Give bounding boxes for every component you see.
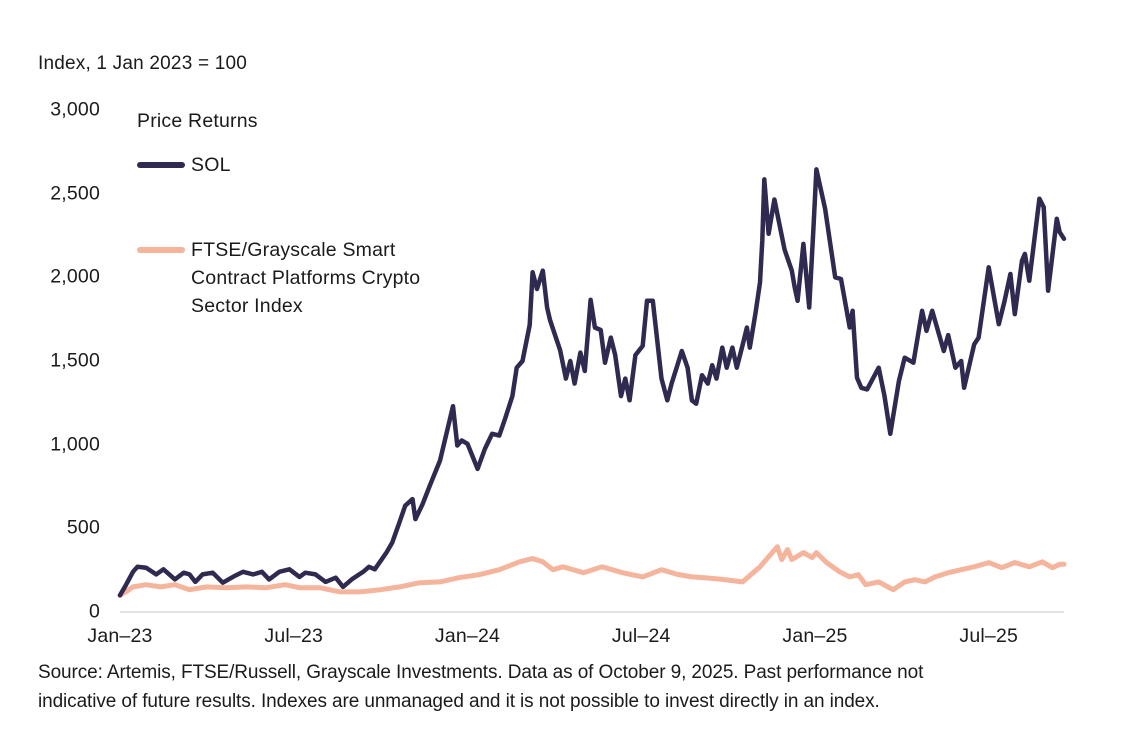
index-label-line3: Sector Index: [191, 295, 303, 317]
y-axis: 0 500 1,000 1,500 2,000 2,500 3,000: [28, 0, 100, 744]
x-axis-label: Jan–24: [434, 625, 501, 647]
y-axis-label: 1,500: [50, 349, 100, 372]
legend-item-index: FTSE/Grayscale Smart Contract Platforms …: [137, 236, 420, 320]
x-axis-label: Jul–23: [264, 625, 324, 647]
source-note-line1: Source: Artemis, FTSE/Russell, Grayscale…: [38, 662, 924, 683]
x-axis-label: Jan–23: [87, 625, 153, 647]
sol-line: [117, 167, 1067, 598]
y-axis-label: 2,000: [50, 265, 100, 288]
index-label-line1: FTSE/Grayscale Smart: [191, 239, 396, 261]
x-axis-label: Jul–25: [959, 625, 1019, 647]
chart-title: Index, 1 Jan 2023 = 100: [38, 53, 248, 74]
y-axis-label: 0: [88, 600, 100, 623]
index-label-line2: Contract Platforms Crypto: [191, 267, 421, 289]
x-axis-label: Jul–24: [611, 625, 671, 647]
y-axis-label: 3,000: [50, 98, 100, 121]
index-label: FTSE/Grayscale Smart Contract Platforms …: [191, 236, 420, 320]
legend-item-sol: SOL: [137, 151, 231, 179]
y-axis-label: 2,500: [50, 182, 100, 205]
sol-label: SOL: [191, 154, 231, 176]
y-axis-label: 1,000: [50, 433, 100, 456]
sol-line-swatch: [137, 162, 185, 168]
legend-title: Price Returns: [137, 110, 258, 132]
index-line: [117, 544, 1067, 598]
y-axis-label: 500: [66, 516, 100, 539]
source-note-line2: indicative of future results. Indexes ar…: [38, 690, 880, 712]
x-axis-label: Jan–25: [782, 625, 848, 647]
x-axis: Jan–23 Jul–23 Jan–24 Jul–24 Jan–25 Jul–25: [0, 625, 1128, 653]
source-note: Source: Artemis, FTSE/Russell, Grayscale…: [38, 659, 923, 716]
legend: Price Returns SOL FTSE/Grayscale Smart C…: [135, 110, 435, 317]
index-line-swatch: [137, 247, 185, 253]
